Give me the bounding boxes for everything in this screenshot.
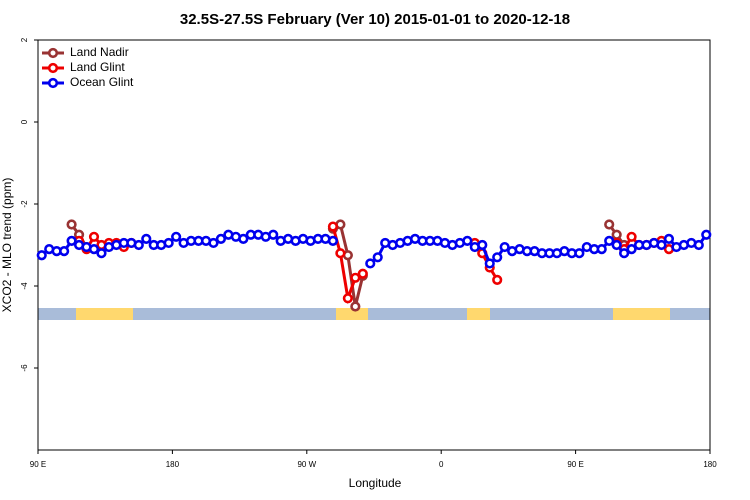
data-point <box>484 258 495 269</box>
data-point <box>701 229 712 240</box>
data-point <box>357 268 368 279</box>
data-point <box>327 235 339 246</box>
data-point <box>208 237 219 249</box>
data-point <box>462 235 473 246</box>
land-mask <box>38 308 710 320</box>
x-tick-label: 0 <box>439 460 444 469</box>
data-point <box>596 244 607 255</box>
data-point <box>604 219 615 230</box>
data-point <box>342 293 353 304</box>
data-point <box>350 272 361 283</box>
legend-marker <box>47 47 59 59</box>
legend-label: Land Glint <box>70 60 125 74</box>
land-band <box>76 308 133 320</box>
data-point <box>215 233 227 244</box>
x-tick-label: 180 <box>703 460 717 469</box>
data-point <box>611 239 622 251</box>
data-point <box>604 235 615 246</box>
land-band <box>336 308 368 320</box>
data-point <box>96 248 107 259</box>
data-point <box>88 231 100 242</box>
y-tick-label: -6 <box>20 364 29 372</box>
data-point <box>492 252 503 263</box>
x-tick-label: 180 <box>166 460 180 469</box>
data-point <box>365 258 376 269</box>
data-point <box>574 248 585 259</box>
y-tick-label: -2 <box>20 200 29 208</box>
data-point <box>141 233 152 244</box>
data-point <box>59 246 70 257</box>
data-point <box>663 233 675 244</box>
y-tick-label: -4 <box>20 282 29 290</box>
data-point <box>335 248 346 259</box>
data-point <box>372 252 383 263</box>
chart-title: 32.5S-27.5S February (Ver 10) 2015-01-01… <box>180 11 570 28</box>
data-point <box>611 229 622 240</box>
x-tick-label: 90 W <box>297 460 316 469</box>
data-point <box>238 233 249 244</box>
legend-label: Ocean Glint <box>70 75 134 89</box>
land-band <box>467 308 490 320</box>
data-point <box>268 229 279 240</box>
land-band <box>613 308 670 320</box>
legend-label: Land Nadir <box>70 45 129 59</box>
x-tick-label: 90 E <box>567 460 583 469</box>
data-point <box>626 244 637 255</box>
data-point <box>499 241 510 253</box>
data-point <box>477 239 488 251</box>
data-point <box>619 248 630 259</box>
data-point <box>350 301 361 312</box>
y-tick-label: 2 <box>20 37 29 42</box>
data-point <box>88 244 100 255</box>
data-point <box>66 219 77 230</box>
data-point <box>36 250 47 261</box>
legend-marker <box>47 77 59 89</box>
y-tick-label: 0 <box>20 119 29 124</box>
x-tick-label: 90 E <box>30 460 46 469</box>
data-point <box>163 237 174 249</box>
data-point <box>626 231 637 242</box>
data-point <box>66 235 77 246</box>
data-point <box>327 221 339 232</box>
data-point <box>133 239 144 251</box>
plot-frame <box>37 39 711 451</box>
y-axis-label: XCO2 - MLO trend (ppm) <box>0 178 14 313</box>
ocean-band <box>38 308 710 320</box>
data-point <box>693 239 704 251</box>
data-point <box>492 274 503 285</box>
legend-marker <box>47 62 59 74</box>
data-point <box>171 231 182 242</box>
series <box>36 229 712 269</box>
data-point <box>656 239 667 251</box>
x-axis-label: Longitude <box>349 476 402 490</box>
